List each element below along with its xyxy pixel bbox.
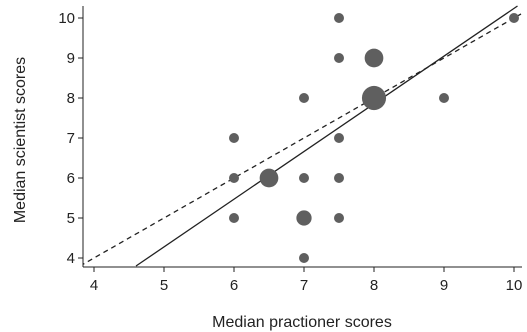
data-point xyxy=(362,86,386,110)
y-tick-label: 9 xyxy=(67,50,75,67)
data-point xyxy=(334,213,344,223)
data-points xyxy=(229,13,519,263)
y-tick-label: 4 xyxy=(67,250,75,267)
x-tick-label: 7 xyxy=(300,277,308,294)
data-point xyxy=(299,253,309,263)
data-point xyxy=(334,133,344,143)
y-tick-label: 5 xyxy=(67,210,75,227)
data-point xyxy=(299,93,309,103)
solid-fit-line xyxy=(136,6,518,266)
data-point xyxy=(334,173,344,183)
x-tick-label: 5 xyxy=(160,277,168,294)
dashed-reference-line xyxy=(80,14,521,266)
x-tick-label: 9 xyxy=(440,277,448,294)
data-point xyxy=(334,13,344,23)
y-tick-label: 8 xyxy=(67,90,75,107)
y-tick-label: 7 xyxy=(67,130,75,147)
x-tick-label: 4 xyxy=(90,277,98,294)
y-axis-title: Median scientist scores xyxy=(12,57,29,223)
data-point xyxy=(509,13,519,23)
data-point xyxy=(260,169,279,188)
data-point xyxy=(365,49,384,68)
fit-lines xyxy=(80,6,521,266)
y-ticks: 4 5 6 7 8 9 10 xyxy=(58,10,83,267)
data-point xyxy=(229,173,239,183)
x-tick-label: 10 xyxy=(506,277,523,294)
data-point xyxy=(299,173,309,183)
data-point xyxy=(229,213,239,223)
x-axis-title: Median practioner scores xyxy=(212,314,392,331)
data-point xyxy=(439,93,449,103)
data-point xyxy=(334,53,344,63)
y-tick-label: 6 xyxy=(67,170,75,187)
x-tick-label: 8 xyxy=(370,277,378,294)
x-ticks: 4 5 6 7 8 9 10 xyxy=(90,267,523,294)
y-tick-label: 10 xyxy=(58,10,75,27)
x-tick-label: 6 xyxy=(230,277,238,294)
data-point xyxy=(229,133,239,143)
data-point xyxy=(296,210,311,225)
